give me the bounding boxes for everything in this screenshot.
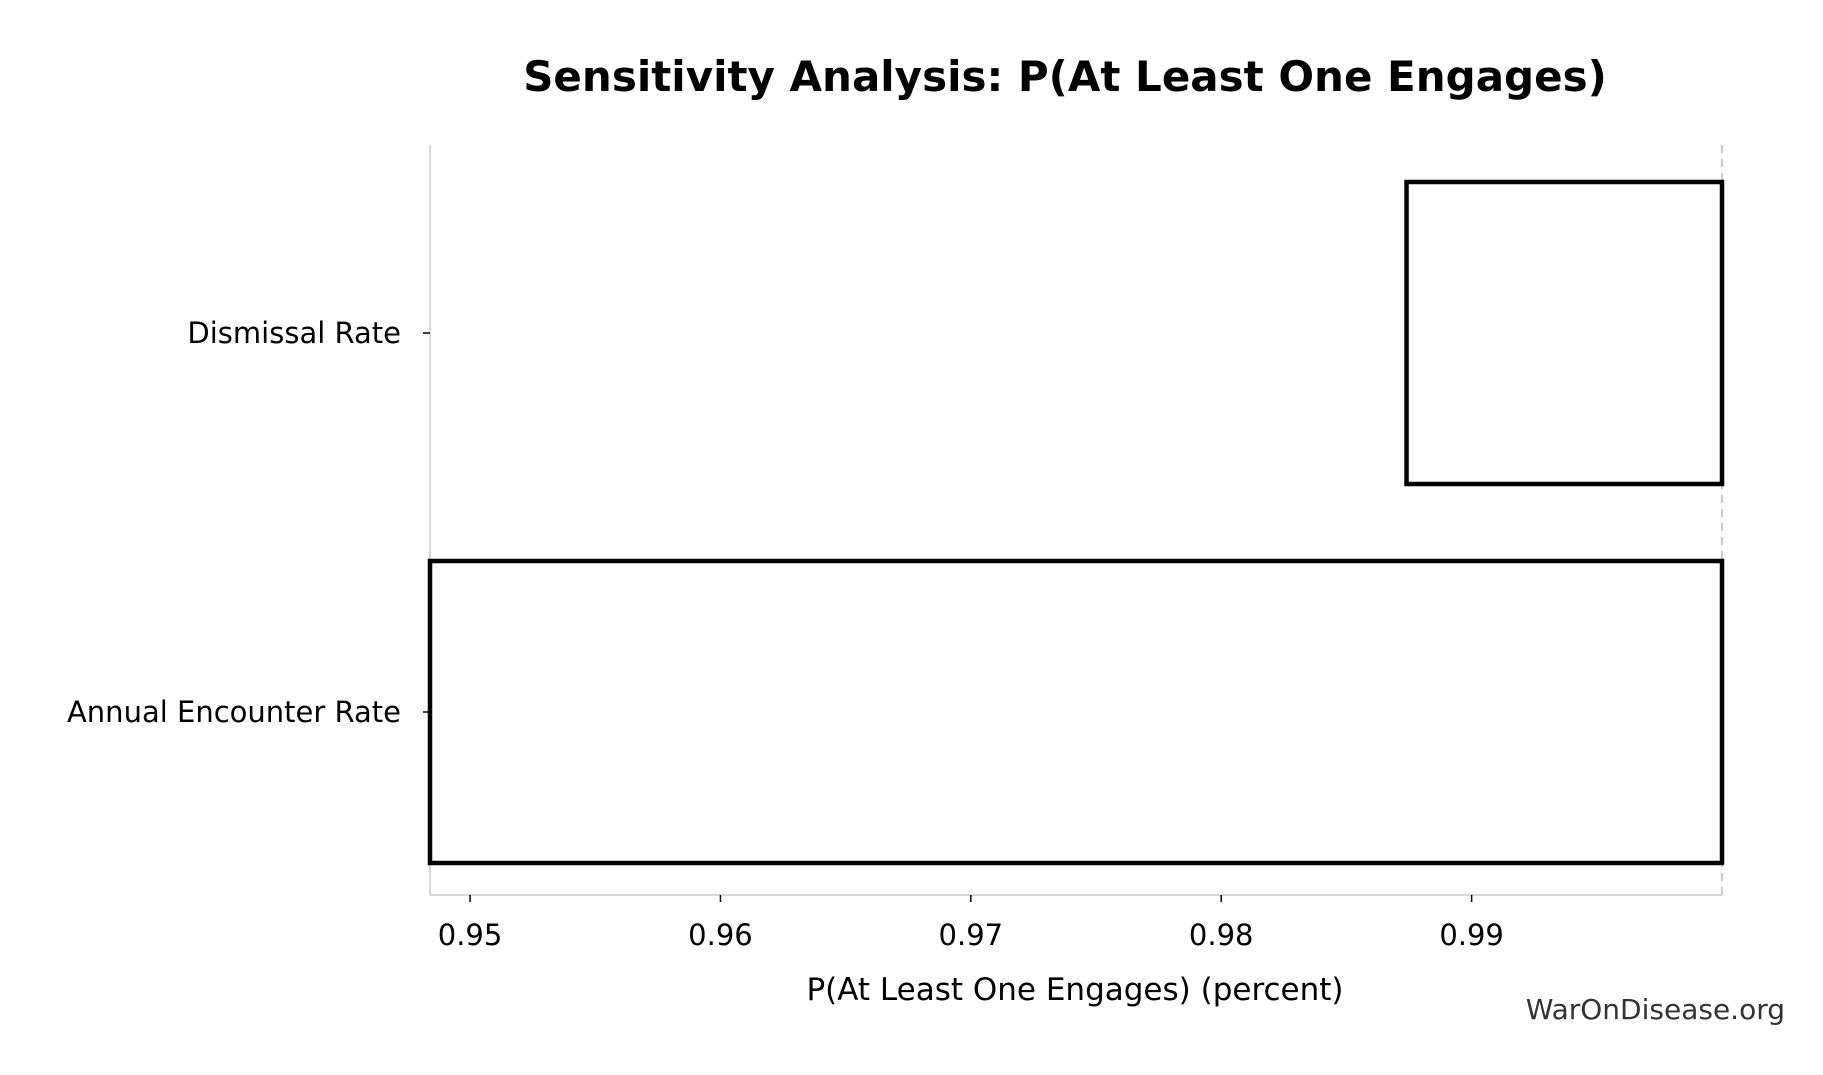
x-ticks-group: 0.95 0.96 0.97 0.98 0.99 (438, 895, 1504, 952)
bar-annual-encounter-rate (427, 558, 1725, 866)
x-tick-label: 0.95 (438, 918, 503, 952)
x-tick-label: 0.97 (939, 918, 1004, 952)
bars-group (427, 179, 1725, 866)
plot-area: 0.95 0.96 0.97 0.98 0.99 Dismissal Rate Annua… (67, 145, 1725, 952)
y-tick-label: Annual Encounter Rate (67, 695, 401, 729)
x-axis-label: P(At Least One Engages) (percent) (806, 972, 1343, 1008)
watermark-text: WarOnDisease.org (1526, 993, 1785, 1026)
x-tick-label: 0.98 (1189, 918, 1254, 952)
y-tick-label: Dismissal Rate (187, 316, 401, 350)
y-ticks-group: Dismissal Rate Annual Encounter Rate (67, 316, 430, 729)
x-tick-label: 0.96 (688, 918, 753, 952)
x-tick-label: 0.99 (1439, 918, 1504, 952)
bar-dismissal-rate (1404, 179, 1725, 487)
chart-title: Sensitivity Analysis: P(At Least One Eng… (523, 52, 1607, 101)
